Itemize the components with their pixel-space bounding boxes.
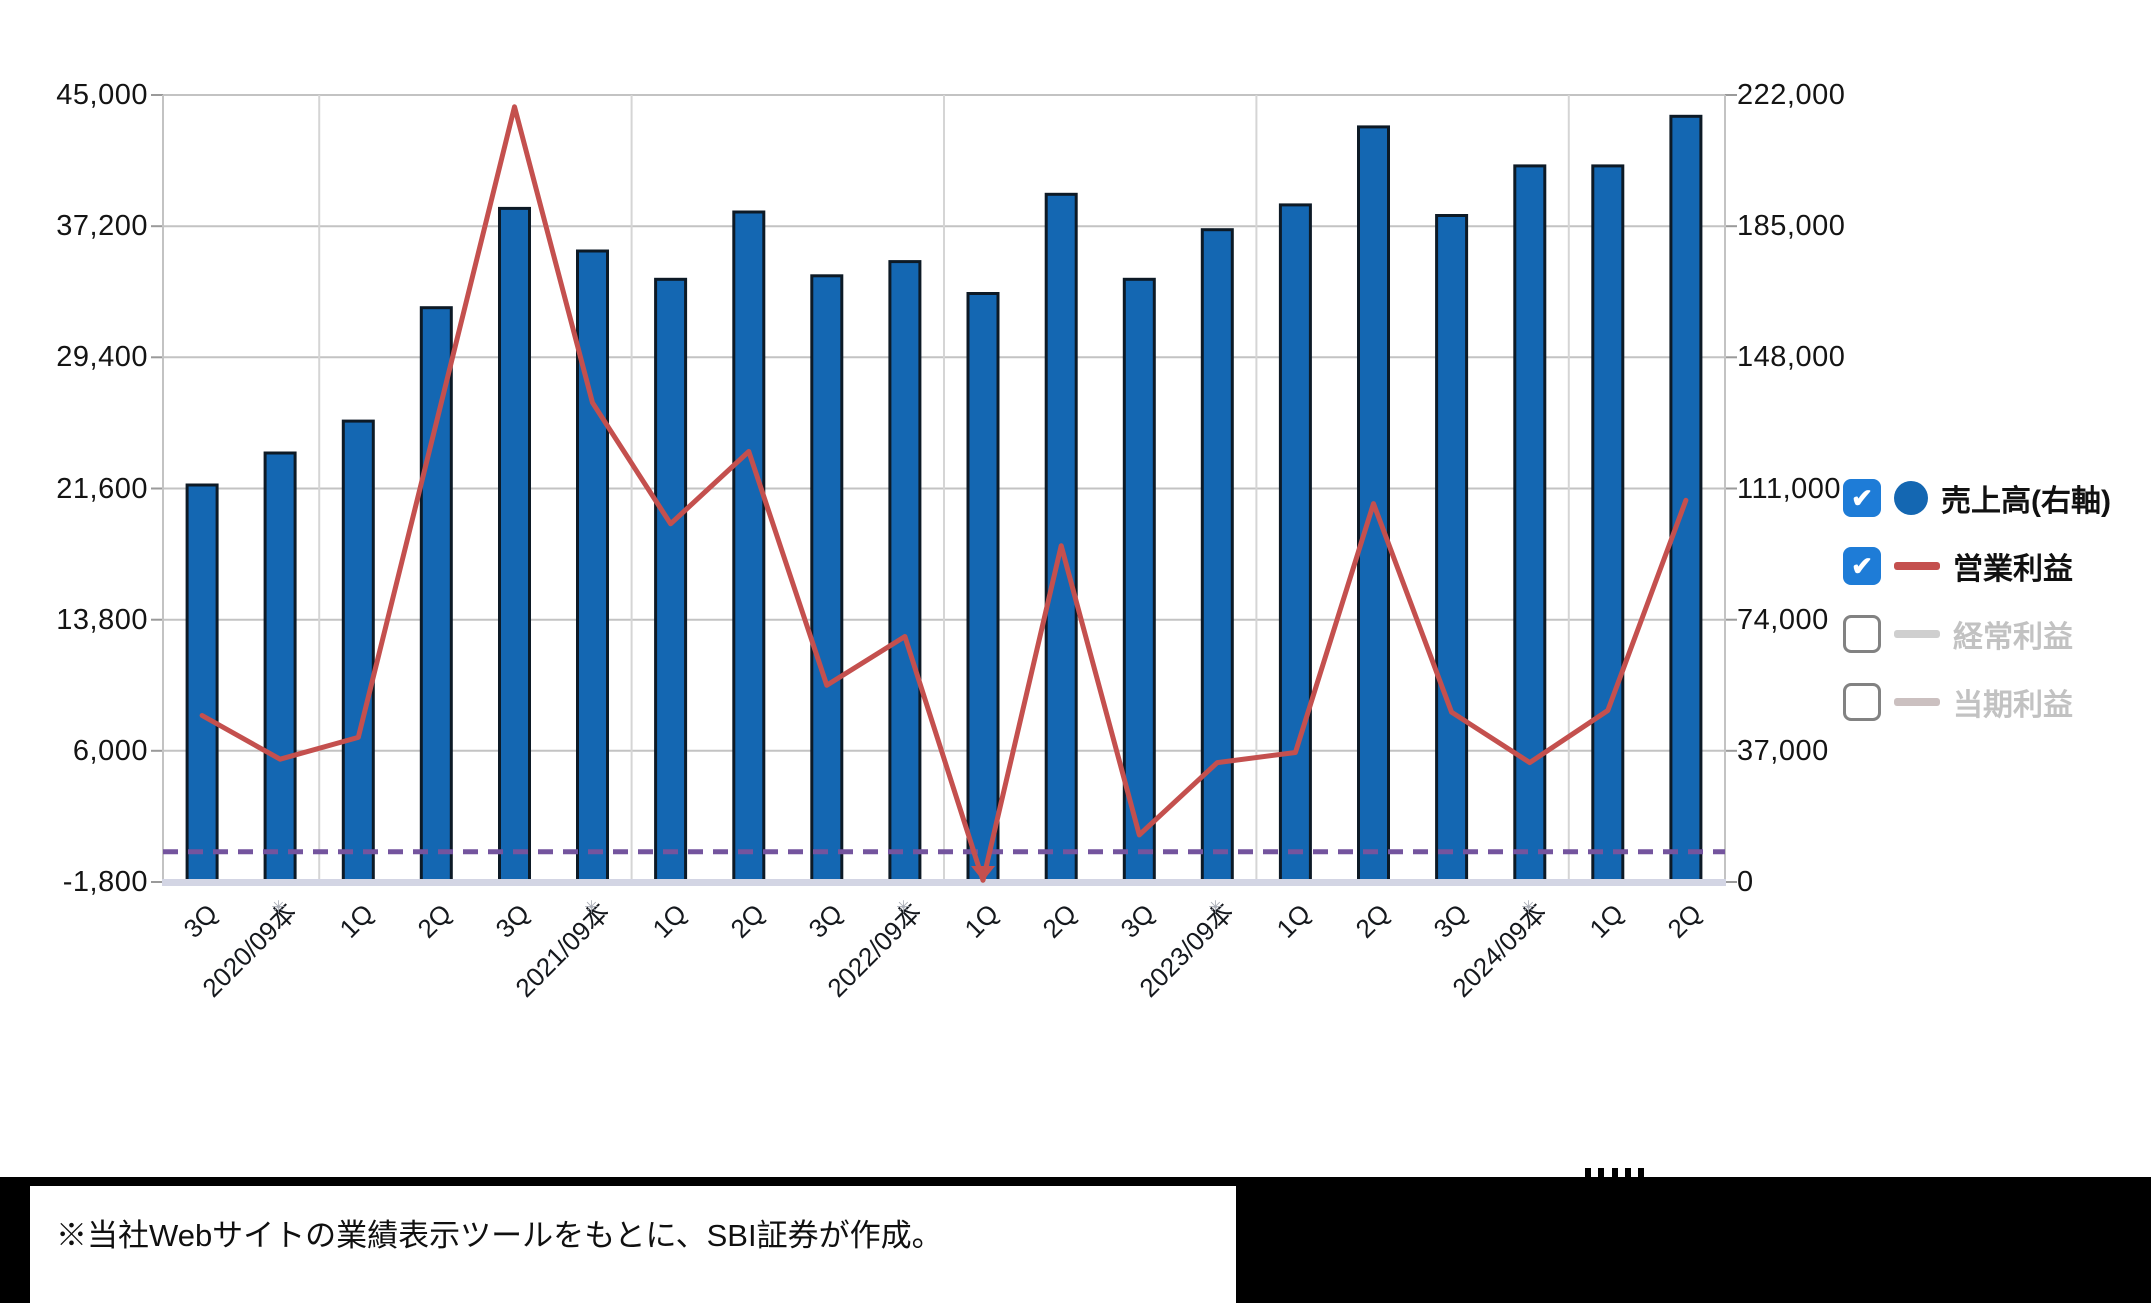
source-note: ※当社Webサイトの業績表示ツールをもとに、SBI証券が作成。 <box>56 1218 943 1253</box>
revenue-bar <box>888 260 922 884</box>
clipped-text-remnant <box>1585 1168 1591 1177</box>
left-axis-tick: 37,200 <box>56 210 148 243</box>
revenue-bar <box>1591 164 1625 884</box>
series-line-swatch-icon <box>1894 698 1940 706</box>
series-checkbox[interactable]: ✔ <box>1843 547 1881 585</box>
revenue-bar <box>1513 164 1547 884</box>
revenue-bar <box>498 206 531 884</box>
left-axis-tick: 29,400 <box>56 341 148 374</box>
left-axis-tick: 45,000 <box>56 79 148 111</box>
operating-profit-line <box>199 104 1689 883</box>
series-line-swatch-icon <box>1894 630 1940 638</box>
legend-item[interactable]: 経常利益 <box>1843 613 2111 655</box>
right-axis-tick: 148,000 <box>1737 341 1846 374</box>
right-axis-tick: 0 <box>1737 866 1754 898</box>
revenue-bar <box>263 451 297 884</box>
clipped-text-remnant <box>1638 1168 1644 1177</box>
clipped-text-remnant <box>1612 1168 1618 1177</box>
clipped-text-remnant <box>1625 1168 1631 1177</box>
revenue-bar <box>732 210 766 884</box>
left-axis-tick: 6,000 <box>72 734 148 767</box>
series-line-swatch-icon <box>1894 562 1940 570</box>
source-note-box: ※当社Webサイトの業績表示ツールをもとに、SBI証券が作成。 <box>30 1186 1236 1303</box>
legend: ✔ 売上高(右軸) ✔ 営業利益経常利益当期利益 <box>1843 477 2111 749</box>
left-axis-tick: 21,600 <box>56 472 148 505</box>
legend-item[interactable]: 当期利益 <box>1843 681 2111 723</box>
left-axis-ticks: 45,000 37,200 29,400 21,600 13,800 6,000 -1,80… <box>0 0 148 950</box>
revenue-bar <box>1435 214 1469 884</box>
revenue-bar <box>810 274 844 884</box>
off-scale-marker <box>971 866 996 881</box>
left-axis-tick: -1,800 <box>62 866 148 898</box>
revenue-bar <box>576 249 609 884</box>
revenue-bar <box>419 306 453 884</box>
series-checkbox[interactable]: ✔ <box>1843 479 1881 517</box>
revenue-bar <box>185 483 219 884</box>
series-circle-swatch-icon <box>1894 481 1928 515</box>
right-axis-tick: 185,000 <box>1737 210 1846 243</box>
legend-label: 当期利益 <box>1953 689 2073 722</box>
left-axis-tick: 13,800 <box>56 603 148 636</box>
revenue-bar <box>966 292 1000 884</box>
legend-label: 売上高(右軸) <box>1941 485 2111 518</box>
revenue-bar <box>1278 203 1312 884</box>
right-axis-ticks: 222,000 185,000 148,000 111,000 74,000 37,000… <box>1737 0 1997 950</box>
legend-item[interactable]: ✔ 営業利益 <box>1843 545 2111 587</box>
revenue-bar <box>341 419 375 884</box>
revenue-bar <box>654 277 688 884</box>
legend-label: 経常利益 <box>1953 621 2073 654</box>
right-axis-tick: 37,000 <box>1737 734 1829 767</box>
clipped-text-remnant <box>1598 1168 1604 1177</box>
series-checkbox[interactable] <box>1843 615 1881 653</box>
revenue-bar <box>1200 228 1234 884</box>
right-axis-tick: 111,000 <box>1737 472 1842 505</box>
right-axis-tick: 74,000 <box>1737 603 1829 636</box>
right-axis-tick: 222,000 <box>1737 79 1846 111</box>
revenue-bar <box>1044 192 1078 884</box>
series-checkbox[interactable] <box>1843 683 1881 721</box>
legend-item[interactable]: ✔ 売上高(右軸) <box>1843 477 2111 519</box>
legend-label: 営業利益 <box>1953 553 2073 586</box>
